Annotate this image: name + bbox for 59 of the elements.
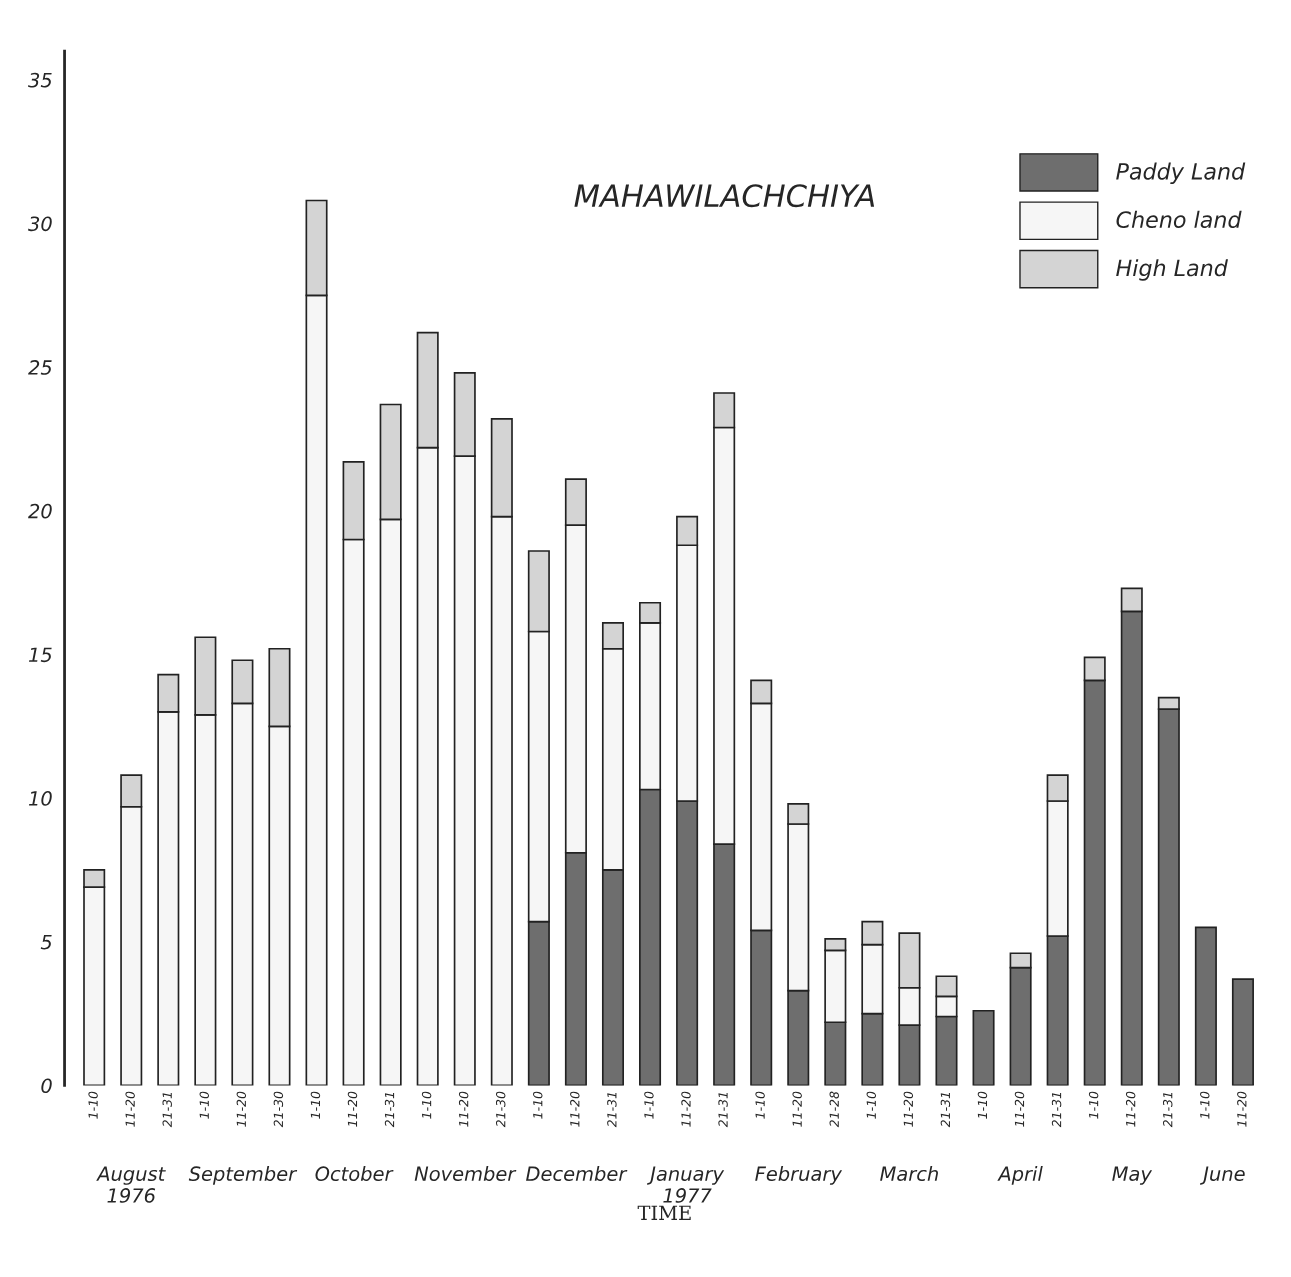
x-tick-label: 21-31: [940, 1092, 951, 1128]
x-tick-label: 11-20: [347, 1091, 358, 1127]
x-tick-label: 11-20: [125, 1091, 135, 1127]
x-tick-label: 1-10: [755, 1091, 765, 1119]
y-tick-label: 10: [28, 791, 52, 806]
y-tick-label: 35: [28, 72, 52, 88]
y-tick-label: 25: [28, 360, 52, 375]
x-tick-label: 21-31: [607, 1092, 617, 1128]
x-tick-label: 1-10: [310, 1091, 321, 1119]
text: April: [997, 1166, 1043, 1185]
x-tick-label: 1-10: [1088, 1091, 1099, 1119]
x-tick-label: 21-30: [273, 1091, 284, 1128]
x-tick-label: 1-10: [421, 1091, 432, 1119]
text: September: [188, 1166, 298, 1185]
x-tick-label: 11-20: [1237, 1091, 1247, 1127]
text: MAHAWILACHCHIYA: [574, 184, 875, 208]
bar: [972, 1009, 995, 1086]
x-tick-label: 1-10: [977, 1091, 988, 1119]
x-tick-label: 1-10: [644, 1091, 654, 1119]
x-tick-label: 1-10: [866, 1091, 877, 1119]
x-tick-label: 21-31: [1163, 1092, 1173, 1128]
x-tick-label: 21-31: [162, 1092, 172, 1128]
legend-label: Cheno land: [1116, 210, 1242, 229]
x-tick-label: 21-28: [829, 1091, 839, 1128]
x-tick-label: 11-20: [1125, 1091, 1136, 1127]
y-tick-label: 30: [28, 216, 52, 232]
y-tick-label: 5: [40, 935, 52, 950]
x-tick-label: 1-10: [88, 1091, 98, 1119]
text: December: [526, 1166, 628, 1182]
x-tick-label: 1-10: [199, 1091, 209, 1119]
text: November: [414, 1166, 517, 1182]
legend-label: High Land: [1116, 259, 1228, 281]
legend-label: Paddy Land: [1116, 162, 1246, 185]
x-tick-label: 11-20: [792, 1091, 802, 1127]
x-tick-label: 11-20: [236, 1091, 247, 1127]
x-tick-label: 21-31: [384, 1092, 395, 1128]
bar: [1231, 978, 1254, 1086]
text: February: [755, 1166, 843, 1185]
text: October: [315, 1166, 394, 1182]
text: May: [1112, 1166, 1153, 1185]
x-tick-label: 11-20: [570, 1091, 580, 1127]
x-tick-label: 11-20: [681, 1091, 691, 1127]
x-tick-label: 11-20: [1014, 1091, 1025, 1127]
text: June: [1200, 1166, 1245, 1185]
text: March: [880, 1166, 938, 1182]
x-tick-label: 1-10: [1200, 1091, 1210, 1119]
x-axis-title: TIME: [637, 1205, 691, 1220]
x-tick-label: 11-20: [458, 1091, 469, 1127]
x-tick-label: 21-31: [718, 1092, 728, 1128]
y-tick-label: 15: [28, 647, 52, 663]
bar: [1194, 926, 1217, 1086]
text: August 1976: [96, 1166, 166, 1203]
x-tick-label: 11-20: [903, 1091, 914, 1127]
x-tick-label: 21-31: [1051, 1092, 1062, 1128]
x-tick-label: 1-10: [533, 1091, 543, 1119]
y-tick-label: 0: [41, 1078, 52, 1094]
x-tick-label: 21-30: [495, 1091, 506, 1128]
y-tick-label: 20: [28, 503, 52, 519]
text: January 1977: [647, 1166, 725, 1203]
